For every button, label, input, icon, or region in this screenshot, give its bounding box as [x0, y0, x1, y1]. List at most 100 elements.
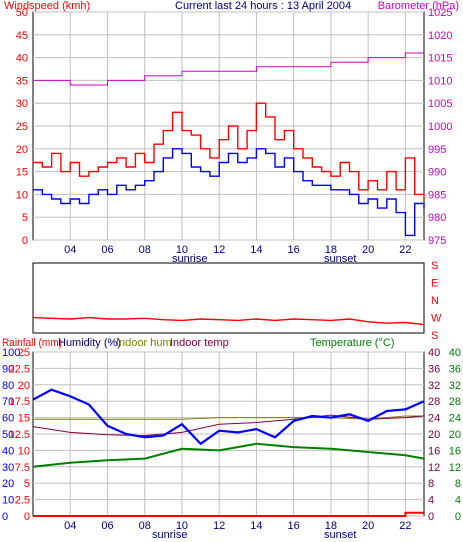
wind-grid: [33, 11, 424, 241]
temp-tick-right: 32: [449, 380, 461, 392]
rainfall-tick: 17.5: [9, 396, 30, 408]
temp-tick-left: 40: [428, 347, 440, 359]
indoor-temp-line: [32, 414, 425, 437]
wind-left-tick: 40: [16, 53, 28, 65]
direction-tick: N: [431, 295, 439, 307]
climate-hour-tick: 04: [64, 520, 76, 532]
wind-ticks: 0510152025303540455097598098599099510001…: [16, 7, 453, 256]
temp-tick-right: 24: [449, 413, 461, 425]
wind-left-tick: 5: [22, 212, 28, 224]
climate-hour-tick: 06: [101, 520, 113, 532]
humidity-tick: 0: [2, 511, 8, 523]
temp-tick-left: 12: [428, 462, 440, 474]
direction-tick: S: [431, 260, 438, 272]
wind-direction-line: [32, 316, 425, 326]
wind-left-tick: 0: [22, 235, 28, 247]
wind-hour-tick: 10: [176, 244, 188, 256]
rainfall-line: [33, 511, 424, 517]
wind-hour-tick: 20: [362, 244, 374, 256]
temp-tick-left: 16: [428, 445, 440, 457]
temperature-line: [32, 442, 425, 468]
rainfall-tick: 15: [18, 413, 30, 425]
temp-tick-left: 36: [428, 363, 440, 375]
rainfall-tick: 7.5: [15, 462, 30, 474]
temp-tick-right: 20: [449, 429, 461, 441]
wind-panel: 0510152025303540455097598098599099510001…: [4, 0, 459, 265]
barometer-tick: 1025: [428, 7, 452, 19]
wind-hour-tick: 22: [399, 244, 411, 256]
wind-hour-tick: 12: [213, 244, 225, 256]
barometer-tick: 1015: [428, 53, 452, 65]
wind-left-tick: 45: [16, 30, 28, 42]
temp-tick-left: 32: [428, 380, 440, 392]
rainfall-tick: 25: [18, 347, 30, 359]
direction-tick: W: [431, 313, 442, 325]
rainfall-tick: 5: [24, 478, 30, 490]
barometer-axis-label: Barometer (hPa): [378, 0, 459, 12]
temp-tick-left: 24: [428, 413, 440, 425]
gust-line: [33, 148, 425, 237]
rainfall-tick: 0: [24, 511, 30, 523]
wind-hour-tick: 18: [325, 244, 337, 256]
climate-sunrise-label: sunrise: [152, 529, 187, 541]
humidity-tick: 90: [2, 363, 14, 375]
wind-left-tick: 10: [16, 189, 28, 201]
temp-tick-right: 12: [449, 462, 461, 474]
barometer-tick: 985: [428, 189, 446, 201]
climate-sunset-label: sunset: [324, 529, 356, 541]
humidity-tick: 20: [2, 478, 14, 490]
temperature-label: Temperature (°C): [310, 337, 394, 349]
rainfall-tick: 20: [18, 380, 30, 392]
barometer-tick: 980: [428, 212, 446, 224]
wind-left-tick: 25: [16, 121, 28, 133]
climate-hour-tick: 14: [250, 520, 262, 532]
temp-tick-right: 0: [455, 511, 461, 523]
temp-tick-right: 28: [449, 396, 461, 408]
wind-left-tick: 20: [16, 144, 28, 156]
wind-left-tick: 35: [16, 75, 28, 87]
rainfall-tick: 22.5: [9, 363, 30, 375]
direction-series: [32, 316, 425, 326]
barometer-tick: 975: [428, 235, 446, 247]
temp-tick-left: 20: [428, 429, 440, 441]
climate-panel: 010203040506070809010002.557.51012.51517…: [2, 337, 461, 541]
rainfall-tick: 12.5: [9, 429, 30, 441]
rainfall-tick: 10: [18, 445, 30, 457]
temp-tick-left: 8: [428, 478, 434, 490]
direction-tick: E: [431, 278, 438, 290]
indoor-hum-label: Indoor hum: [116, 337, 172, 349]
climate-hour-tick: 22: [399, 520, 411, 532]
humidity-tick: 10: [2, 495, 14, 507]
temp-tick-left: 28: [428, 396, 440, 408]
barometer-line: [33, 52, 424, 86]
barometer-tick: 1005: [428, 98, 452, 110]
wind-hour-tick: 14: [250, 244, 262, 256]
indoor-temp-label: Indoor temp: [170, 337, 229, 349]
wind-hour-tick: 08: [139, 244, 151, 256]
barometer-tick: 995: [428, 144, 446, 156]
climate-hour-tick: 12: [213, 520, 225, 532]
direction-plot-frame: [32, 262, 425, 334]
windspeed-line: [33, 102, 425, 199]
temp-tick-left: 0: [428, 511, 434, 523]
climate-ticks: 010203040506070809010002.557.51012.51517…: [2, 347, 461, 532]
wind-left-axis-label: Windspeed (kmh): [4, 0, 90, 12]
temp-tick-right: 8: [455, 478, 461, 490]
barometer-tick: 990: [428, 167, 446, 179]
rainfall-label: Rainfall (mm): [2, 337, 62, 349]
climate-hour-tick: 20: [362, 520, 374, 532]
humidity-tick: 40: [2, 445, 14, 457]
temp-tick-right: 16: [449, 445, 461, 457]
wind-chart-title: Current last 24 hours : 13 April 2004: [175, 0, 351, 12]
temp-tick-right: 40: [449, 347, 461, 359]
barometer-tick: 1010: [428, 75, 452, 87]
climate-hour-tick: 08: [139, 520, 151, 532]
wind-left-tick: 15: [16, 167, 28, 179]
barometer-tick: 1000: [428, 121, 452, 133]
temp-tick-left: 4: [428, 495, 434, 507]
humidity-line: [32, 388, 425, 446]
wind-left-tick: 30: [16, 98, 28, 110]
